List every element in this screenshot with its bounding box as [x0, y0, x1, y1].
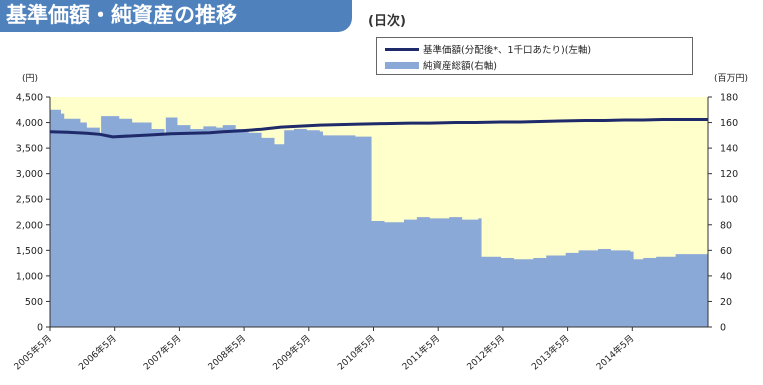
left-tick-label: 1,000 [16, 271, 43, 282]
x-tick-label: 2007年5月 [141, 332, 184, 372]
left-axis-unit: (円) [22, 74, 39, 84]
left-tick-label: 3,000 [16, 169, 43, 180]
legend-area-swatch [385, 61, 419, 69]
left-tick-label: 1,500 [16, 246, 43, 257]
x-tick-label: 2006年5月 [76, 332, 119, 372]
left-tick-label: 4,000 [16, 118, 43, 129]
left-tick-label: 0 [37, 323, 43, 334]
right-tick-label: 60 [720, 246, 732, 257]
legend-label-assets: 純資産総額(右軸) [423, 61, 497, 72]
legend-line-swatch [385, 47, 419, 51]
right-tick-label: 120 [720, 169, 738, 180]
left-tick-label: 4,500 [16, 93, 43, 104]
x-tick-label: 2012年5月 [464, 332, 507, 372]
x-tick-label: 2009年5月 [270, 332, 313, 372]
x-tick-label: 2014年5月 [594, 332, 637, 372]
legend-item-nav: 基準価額(分配後*、1千口あたり)(左軸) [385, 42, 591, 56]
left-tick-label: 2,000 [16, 220, 43, 231]
legend-item-assets: 純資産総額(右軸) [385, 58, 497, 72]
chart-subtitle: (日次) [368, 14, 406, 29]
right-tick-label: 180 [720, 93, 738, 104]
right-axis-unit: (百万円) [714, 74, 749, 84]
left-tick-label: 500 [25, 297, 43, 308]
legend: 基準価額(分配後*、1千口あたり)(左軸) 純資産総額(右軸) [376, 37, 693, 75]
left-tick-label: 3,500 [16, 144, 43, 155]
right-tick-label: 20 [720, 297, 732, 308]
right-tick-label: 140 [720, 144, 738, 155]
right-tick-label: 160 [720, 118, 738, 129]
x-tick-label: 2011年5月 [400, 332, 443, 372]
x-tick-label: 2013年5月 [529, 332, 572, 372]
left-tick-label: 2,500 [16, 195, 43, 206]
right-tick-label: 40 [720, 271, 732, 282]
legend-label-nav: 基準価額(分配後*、1千口あたり)(左軸) [423, 45, 592, 56]
x-tick-label: 2008年5月 [205, 332, 248, 372]
series-line-nav [49, 117, 708, 139]
x-tick-label: 2005年5月 [11, 332, 54, 372]
x-tick-label: 2010年5月 [335, 332, 378, 372]
right-tick-label: 100 [720, 195, 738, 206]
right-tick-label: 0 [720, 323, 726, 334]
series-area-net-assets [50, 109, 708, 328]
right-tick-label: 80 [720, 220, 732, 231]
chart-title: 基準価額・純資産の推移 [0, 0, 352, 32]
